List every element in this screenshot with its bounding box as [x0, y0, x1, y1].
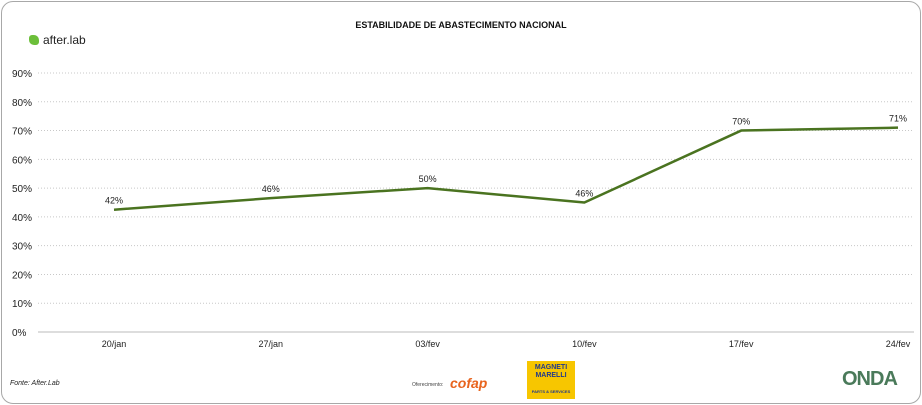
chart-title: ESTABILIDADE DE ABASTECIMENTO NACIONAL	[355, 20, 567, 30]
y-tick-label: 20%	[12, 270, 32, 281]
y-tick-label: 30%	[12, 242, 32, 253]
data-label: 42%	[105, 196, 123, 206]
y-tick-label: 10%	[12, 299, 32, 310]
data-label: 70%	[732, 117, 750, 127]
marelli-text: MARELLI	[535, 372, 567, 379]
y-tick-label: 40%	[12, 213, 32, 224]
magneti-text: MAGNETI	[534, 364, 568, 371]
y-tick-label: 60%	[12, 155, 32, 166]
y-tick-label: 50%	[12, 184, 32, 195]
x-tick-label: 17/fev	[729, 339, 754, 349]
y-tick-label: 80%	[12, 98, 32, 109]
y-tick-label: 0%	[12, 328, 27, 339]
onda-logo: ONDA	[842, 368, 898, 390]
data-label: 50%	[419, 174, 437, 184]
marelli-sub: PARTS & SERVICES	[531, 389, 571, 394]
afterlab-logo-icon	[29, 35, 39, 45]
x-tick-label: 20/jan	[102, 339, 127, 349]
data-label: 71%	[889, 114, 907, 124]
x-tick-label: 03/fev	[415, 339, 440, 349]
y-tick-label: 70%	[12, 127, 32, 138]
cofap-logo: cofap	[450, 375, 488, 391]
series-line	[113, 126, 899, 211]
y-tick-label: 90%	[12, 69, 32, 80]
logo-text: after.lab	[43, 33, 86, 47]
x-tick-label: 24/fev	[886, 339, 911, 349]
afterlab-logo: after.lab	[29, 33, 86, 47]
source-note: Fonte: After.Lab	[10, 380, 60, 387]
offer-label: Oferecimento:	[412, 382, 444, 388]
data-label: 46%	[575, 189, 593, 199]
x-tick-label: 27/jan	[259, 339, 284, 349]
data-label: 46%	[262, 184, 280, 194]
x-tick-label: 10/fev	[572, 339, 597, 349]
magneti-marelli-logo: MAGNETI MARELLI PARTS & SERVICES	[527, 361, 575, 399]
